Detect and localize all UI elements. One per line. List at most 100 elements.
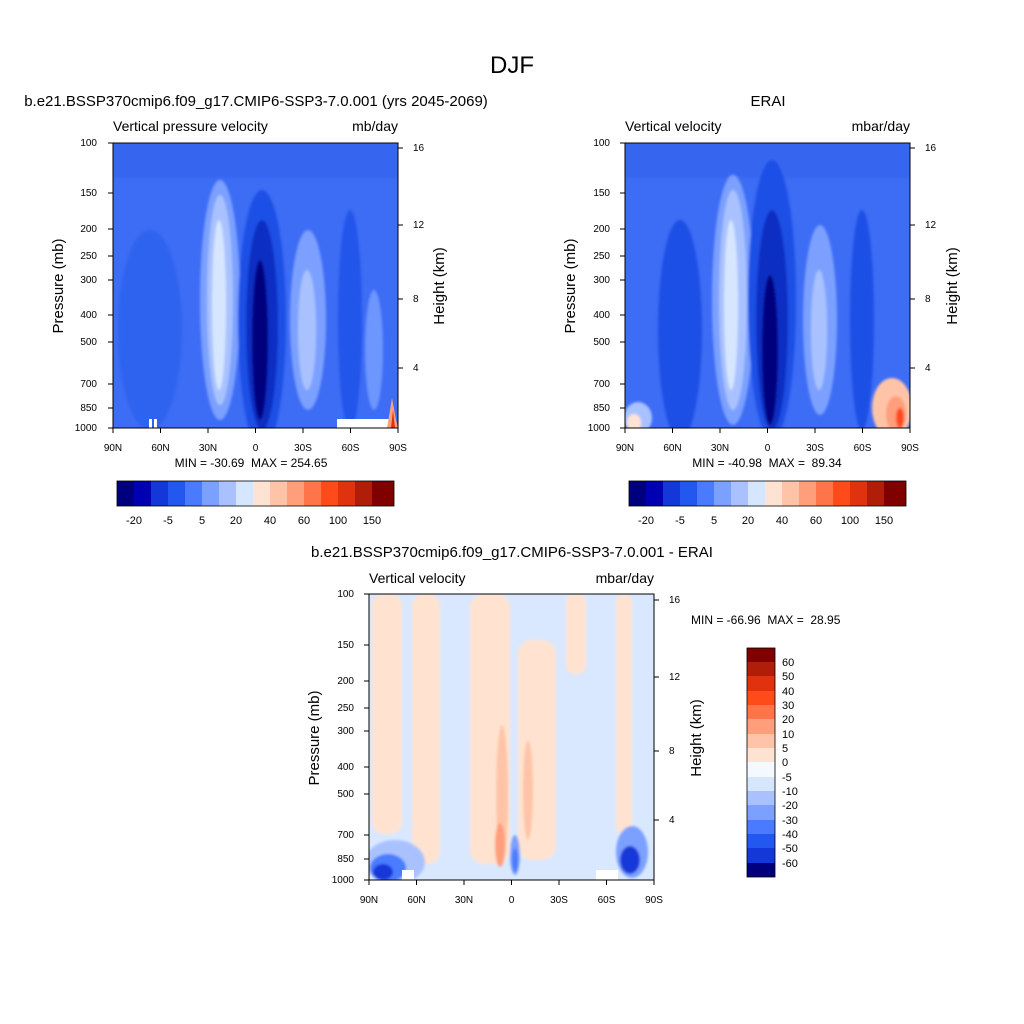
nh-subtrop-column-core — [212, 220, 226, 390]
missing-data-patch-2 — [149, 419, 152, 428]
cb-c-0 — [747, 648, 775, 662]
panel-model-left-subtitle: Vertical pressure velocity — [113, 118, 268, 134]
xtick-a-90s: 90S — [389, 443, 407, 454]
rtick-b-16: 16 — [925, 143, 937, 154]
cb-a-label-2: 5 — [199, 515, 205, 527]
panel-erai-x-ticks: 90N 60N 30N 0 30S 60S 90S — [616, 428, 919, 454]
sh-polar-surface-peak — [896, 408, 904, 428]
ytick-a-500: 500 — [80, 337, 97, 348]
cb-c-5 — [747, 719, 775, 734]
cb-c-4 — [747, 705, 775, 719]
cb-c-12 — [747, 820, 775, 834]
ytick-c-400: 400 — [337, 762, 354, 773]
cb-c-label-5: 10 — [782, 729, 794, 741]
cb-c-label-2: 40 — [782, 686, 794, 698]
ytick-a-700: 700 — [80, 379, 97, 390]
rtick-c-8: 8 — [669, 746, 675, 757]
sh-subtrop-column-core — [298, 270, 316, 390]
cb-a-2 — [151, 481, 168, 506]
xtick-b-60s: 60S — [854, 443, 872, 454]
cb-b-label-1: -5 — [675, 515, 685, 527]
ytick-b-400: 400 — [593, 310, 610, 321]
panel-diff-right-ticks: 16 12 8 4 — [654, 595, 681, 826]
cb-b-1 — [646, 481, 663, 506]
cb-c-8 — [747, 762, 775, 777]
cb-c-label-4: 20 — [782, 714, 794, 726]
xtick-b-90n: 90N — [616, 443, 634, 454]
cb-c-label-7: 0 — [782, 757, 788, 769]
panel-model-right-ticks: 16 12 8 4 — [398, 143, 425, 374]
xtick-c-90s: 90S — [645, 895, 663, 906]
ytick-b-500: 500 — [593, 337, 610, 348]
panel-erai-stats: MIN = -40.98 MAX = 89.34 — [692, 456, 842, 470]
panel-model-stats: MIN = -30.69 MAX = 254.65 — [175, 456, 328, 470]
sh-high-lat-column — [365, 290, 383, 410]
sh-subtrop-column-core — [811, 270, 827, 390]
cb-a-label-5: 60 — [298, 515, 310, 527]
sh-storm-track — [338, 210, 362, 428]
cb-b-14 — [867, 481, 884, 506]
cb-b-6 — [731, 481, 748, 506]
rtick-a-12: 12 — [413, 220, 425, 231]
cb-c-13 — [747, 834, 775, 848]
cb-b-label-7: 150 — [875, 515, 893, 527]
rtick-c-4: 4 — [669, 815, 675, 826]
tropical-pos-core-2 — [523, 740, 533, 840]
xtick-a-60s: 60S — [342, 443, 360, 454]
cb-a-7 — [236, 481, 253, 506]
ytick-b-250: 250 — [593, 251, 610, 262]
panel-diff-stats: MIN = -66.96 MAX = 28.95 — [691, 613, 841, 627]
figure-title: DJF — [490, 52, 534, 79]
ytick-c-150: 150 — [337, 640, 354, 651]
cb-a-1 — [134, 481, 151, 506]
panel-model-ylabel: Pressure (mb) — [50, 238, 67, 333]
strat-band — [113, 143, 398, 178]
panel-model-y-ticks: 100 150 200 250 300 400 500 700 850 1000 — [75, 138, 113, 434]
ytick-b-850: 850 — [593, 403, 610, 414]
ytick-a-300: 300 — [80, 275, 97, 286]
panel-diff: b.e21.BSSP370cmip6.f09_g17.CMIP6-SSP3-7.… — [306, 544, 841, 906]
cb-a-14 — [355, 481, 372, 506]
ytick-c-200: 200 — [337, 676, 354, 687]
panel-diff-field — [369, 594, 654, 880]
rtick-b-12: 12 — [925, 220, 937, 231]
cb-a-3 — [168, 481, 185, 506]
cb-b-15 — [884, 481, 906, 506]
panel-model: b.e21.BSSP370cmip6.f09_g17.CMIP6-SSP3-7.… — [24, 93, 488, 527]
rtick-b-4: 4 — [925, 363, 931, 374]
cb-b-13 — [850, 481, 867, 506]
pos-band-4 — [518, 640, 556, 860]
cb-a-label-7: 150 — [363, 515, 381, 527]
polar-positive-core — [391, 410, 395, 428]
missing-data-patch-2 — [596, 870, 618, 880]
cb-c-9 — [747, 777, 775, 791]
xtick-b-90s: 90S — [901, 443, 919, 454]
pos-band-5 — [566, 594, 586, 674]
panel-erai: ERAI Vertical velocity mbar/day — [562, 93, 961, 527]
cb-a-4 — [185, 481, 202, 506]
ytick-c-850: 850 — [337, 854, 354, 865]
cb-a-label-6: 100 — [329, 515, 347, 527]
cb-b-8 — [765, 481, 782, 506]
cb-a-12 — [321, 481, 338, 506]
cb-c-6 — [747, 734, 775, 748]
cb-c-label-12: -40 — [782, 829, 798, 841]
cb-b-label-2: 5 — [711, 515, 717, 527]
panel-model-field — [113, 143, 398, 428]
cb-c-label-14: -60 — [782, 858, 798, 870]
cb-c-label-13: -50 — [782, 843, 798, 855]
nh-subsidence-band — [118, 230, 182, 428]
xtick-a-30n: 30N — [199, 443, 217, 454]
cb-b-0 — [629, 481, 646, 506]
rtick-a-16: 16 — [413, 143, 425, 154]
panel-model-colorbar: -20 -5 5 20 40 60 100 150 — [116, 480, 395, 527]
ytick-c-500: 500 — [337, 789, 354, 800]
cb-b-3 — [680, 481, 697, 506]
rtick-a-4: 4 — [413, 363, 419, 374]
missing-data-patch-3 — [154, 419, 157, 428]
panel-model-title: b.e21.BSSP370cmip6.f09_g17.CMIP6-SSP3-7.… — [24, 93, 488, 110]
cb-c-label-9: -10 — [782, 786, 798, 798]
cb-a-label-4: 40 — [264, 515, 276, 527]
ytick-a-1000: 1000 — [75, 423, 98, 434]
